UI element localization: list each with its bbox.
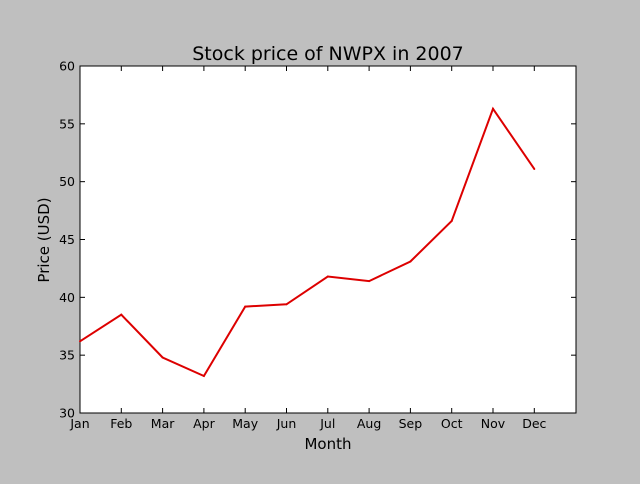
chart-title: Stock price of NWPX in 2007 [192,43,464,65]
data-point [202,374,205,377]
axis-ticks [79,65,576,414]
x-tick-label: Apr [193,416,215,431]
x-tick-label: Jan [69,416,89,431]
x-tick-label: Aug [357,416,381,431]
x-axis-label: Month [304,435,351,453]
y-tick-label: 45 [59,232,75,247]
plot-area [79,65,577,414]
x-tick-label: May [232,416,258,431]
x-tick-label: Mar [151,416,175,431]
y-tick-label: 50 [59,174,75,189]
x-tick-label: Jun [276,416,297,431]
data-point [161,356,164,359]
data-point [120,313,123,316]
x-tick-label: Oct [441,416,463,431]
series-line [79,106,536,378]
y-tick-label: 35 [59,348,75,363]
x-tick-label: Feb [110,416,132,431]
x-tick-label: Nov [481,416,506,431]
tick-labels: 30 35 40 45 50 55 60 Jan Feb Mar Apr May Jun Jul Aug Se… [59,59,546,432]
y-tick-label: 30 [59,406,75,421]
data-point [450,219,453,222]
data-point [533,167,536,170]
data-point [285,303,288,306]
data-point [368,280,371,283]
data-point [492,107,494,110]
y-tick-label: 60 [59,59,75,74]
data-point [79,340,81,343]
x-tick-label: Jul [319,416,335,431]
x-tick-label: Dec [522,416,546,431]
x-tick-label: Sep [399,416,423,431]
data-point [409,260,412,263]
y-tick-label: 55 [59,116,75,131]
y-tick-label: 40 [59,290,75,305]
data-point [326,275,329,278]
y-axis-label: Price (USD) [35,197,53,282]
data-point [244,305,247,308]
series-layer [79,106,536,378]
